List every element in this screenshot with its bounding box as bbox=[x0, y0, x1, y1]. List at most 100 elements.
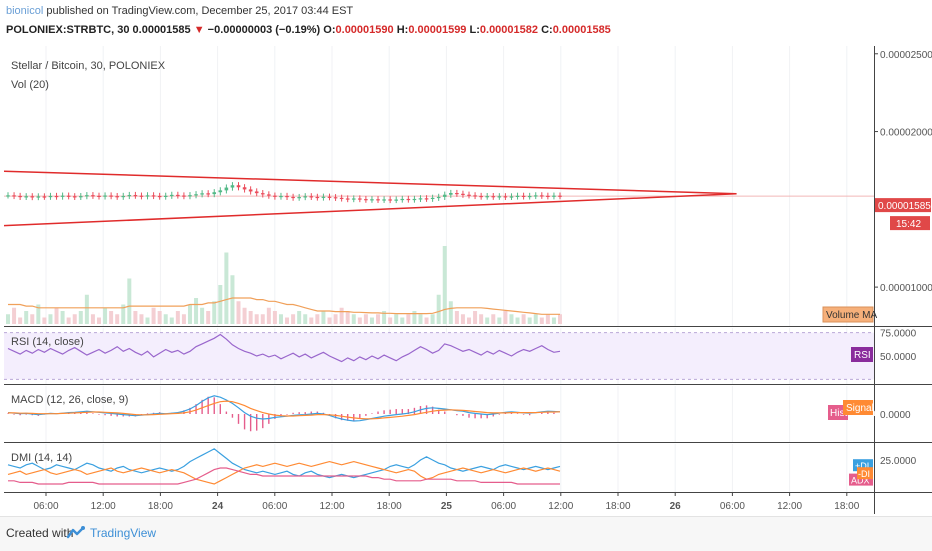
footer: Created with TradingView bbox=[0, 516, 932, 551]
candle-body-57 bbox=[351, 198, 356, 200]
x-tick-label-4: 06:00 bbox=[262, 501, 287, 512]
candle-body-77 bbox=[473, 195, 477, 197]
adx-legend: ADX bbox=[851, 476, 870, 486]
candle-body-15 bbox=[97, 195, 101, 197]
volume-bar-26 bbox=[163, 314, 168, 324]
volume-bar-73 bbox=[448, 301, 453, 324]
candle-body-52 bbox=[321, 196, 326, 198]
volume-bar-20 bbox=[127, 278, 132, 324]
volume-bar-88 bbox=[539, 317, 544, 324]
candle-body-7 bbox=[48, 195, 53, 198]
volume-bar-10 bbox=[66, 317, 71, 324]
volume-bar-36 bbox=[224, 252, 229, 324]
tradingview-brand[interactable]: TradingView bbox=[90, 526, 157, 540]
volume-bar-67 bbox=[412, 311, 417, 324]
candle-body-90 bbox=[552, 195, 556, 197]
volume-bar-40 bbox=[248, 311, 253, 324]
volume-bar-64 bbox=[394, 314, 399, 324]
candle-body-75 bbox=[461, 193, 465, 195]
chart-area[interactable]: 0.00002500 0.00002000 0.00001000 0.00001585… bbox=[0, 40, 932, 516]
candle-body-91 bbox=[558, 195, 562, 197]
volume-bar-42 bbox=[260, 314, 265, 324]
volume-bar-27 bbox=[169, 317, 174, 324]
macd-title: MACD (12, 26, close, 9) bbox=[11, 394, 128, 406]
x-tick-label-9: 12:00 bbox=[548, 501, 573, 512]
candle-body-34 bbox=[212, 192, 217, 195]
rsi-title: RSI (14, close) bbox=[11, 336, 84, 348]
candle-body-32 bbox=[200, 193, 204, 195]
candle-body-65 bbox=[400, 198, 405, 201]
volume-bar-59 bbox=[363, 314, 368, 324]
candle-body-42 bbox=[260, 193, 265, 195]
volume-bar-89 bbox=[545, 314, 550, 324]
candle-body-12 bbox=[78, 196, 83, 198]
dmi-adx-line bbox=[8, 467, 560, 485]
dmi-tick-25: 25.0000 bbox=[880, 456, 917, 467]
candle-body-86 bbox=[527, 195, 532, 198]
candle-body-4 bbox=[30, 196, 35, 198]
candle-body-78 bbox=[479, 195, 483, 198]
volume-bar-74 bbox=[454, 311, 459, 324]
volume-bar-13 bbox=[84, 294, 89, 324]
candle-body-18 bbox=[115, 196, 119, 198]
volume-bar-25 bbox=[157, 311, 162, 324]
volume-bar-80 bbox=[491, 314, 496, 324]
candle-body-17 bbox=[109, 195, 113, 197]
volume-bar-19 bbox=[121, 304, 126, 324]
x-tick-label-3: 24 bbox=[212, 501, 224, 512]
candle-body-71 bbox=[436, 196, 441, 199]
candle-body-44 bbox=[273, 195, 277, 197]
triangle-lower-line bbox=[3, 193, 737, 227]
candle-body-88 bbox=[540, 195, 544, 197]
candle-body-31 bbox=[194, 194, 198, 196]
x-tick-label-8: 06:00 bbox=[491, 501, 516, 512]
candle-body-38 bbox=[236, 185, 241, 188]
candle-body-16 bbox=[103, 195, 107, 197]
candle-body-56 bbox=[345, 198, 350, 200]
candle-body-55 bbox=[339, 197, 344, 200]
author-link[interactable]: bionicol bbox=[6, 5, 44, 17]
volume-bar-87 bbox=[533, 314, 538, 324]
volume-bar-84 bbox=[515, 317, 520, 324]
macd-signal-legend: Signal bbox=[846, 403, 874, 414]
volume-bar-7 bbox=[48, 314, 53, 324]
countdown-tag-label: 15:42 bbox=[896, 219, 921, 230]
volume-bar-8 bbox=[54, 307, 59, 324]
candle-body-43 bbox=[267, 194, 271, 196]
volume-bar-76 bbox=[467, 317, 472, 324]
ohlc-bar: POLONIEX:STRBTC, 30 0.00001585 ▼ −0.0000… bbox=[6, 24, 611, 36]
volume-bar-90 bbox=[551, 317, 556, 324]
candle-body-22 bbox=[139, 195, 144, 197]
volume-bar-16 bbox=[103, 307, 108, 324]
high-value: 0.00001599 bbox=[408, 24, 467, 36]
volume-bar-81 bbox=[497, 317, 502, 324]
volume-bar-24 bbox=[151, 307, 156, 324]
candle-body-1 bbox=[12, 195, 16, 197]
candle-body-87 bbox=[533, 195, 538, 197]
candle-body-49 bbox=[303, 196, 308, 198]
high-label: H: bbox=[396, 24, 409, 36]
candle-body-40 bbox=[248, 189, 253, 192]
rsi-tag bbox=[851, 347, 873, 362]
volume-bar-15 bbox=[96, 317, 101, 324]
macd-signal-line bbox=[8, 400, 561, 420]
volume-bar-43 bbox=[266, 307, 271, 324]
triangle-upper-line bbox=[3, 170, 737, 195]
candle-body-64 bbox=[394, 199, 399, 201]
volume-bar-50 bbox=[309, 317, 314, 324]
volume-bar-55 bbox=[339, 307, 344, 324]
published-text: published on TradingView.com, December 2… bbox=[46, 5, 354, 17]
candle-body-26 bbox=[163, 195, 168, 197]
x-tick-label-14: 18:00 bbox=[834, 501, 859, 512]
volume-bar-0 bbox=[6, 314, 10, 324]
x-tick-label-5: 12:00 bbox=[319, 501, 344, 512]
volume-bar-83 bbox=[509, 314, 514, 324]
volume-bar-65 bbox=[400, 317, 405, 324]
volume-bar-58 bbox=[357, 317, 362, 324]
candle-body-9 bbox=[60, 195, 65, 197]
volume-bar-22 bbox=[139, 314, 144, 324]
candle-body-70 bbox=[430, 197, 435, 200]
candle-body-72 bbox=[442, 194, 447, 197]
candle-body-50 bbox=[309, 196, 314, 198]
plus-di-legend: +DI bbox=[855, 461, 869, 471]
